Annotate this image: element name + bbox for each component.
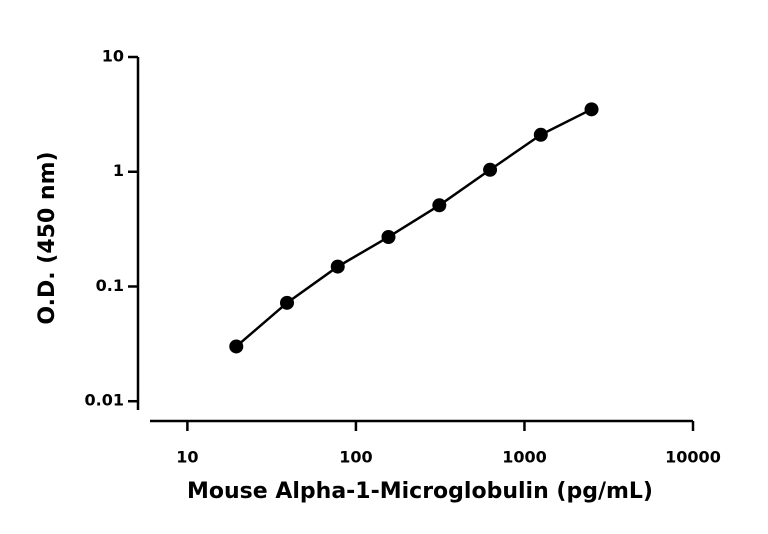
y-tick-label: 0.1 (96, 276, 124, 295)
y-tick-label: 0.01 (85, 391, 124, 410)
x-axis-title: Mouse Alpha-1-Microglobulin (pg/mL) (187, 479, 653, 504)
x-tick-label: 10 (176, 448, 198, 467)
data-point (381, 229, 396, 244)
data-point (229, 339, 244, 354)
data-point (330, 259, 345, 274)
data-point (533, 127, 548, 142)
data-point (432, 198, 447, 213)
y-tick-label: 1 (113, 161, 124, 180)
x-tick-label: 100 (339, 448, 372, 467)
data-point (584, 102, 599, 117)
x-tick-label: 1000 (502, 448, 547, 467)
data-point (280, 295, 295, 310)
y-tick-label: 10 (102, 47, 124, 66)
x-tick-label: 10000 (665, 448, 721, 467)
y-axis-title: O.D. (450 nm) (35, 151, 60, 324)
data-point (483, 162, 498, 177)
series-line (235, 108, 593, 348)
